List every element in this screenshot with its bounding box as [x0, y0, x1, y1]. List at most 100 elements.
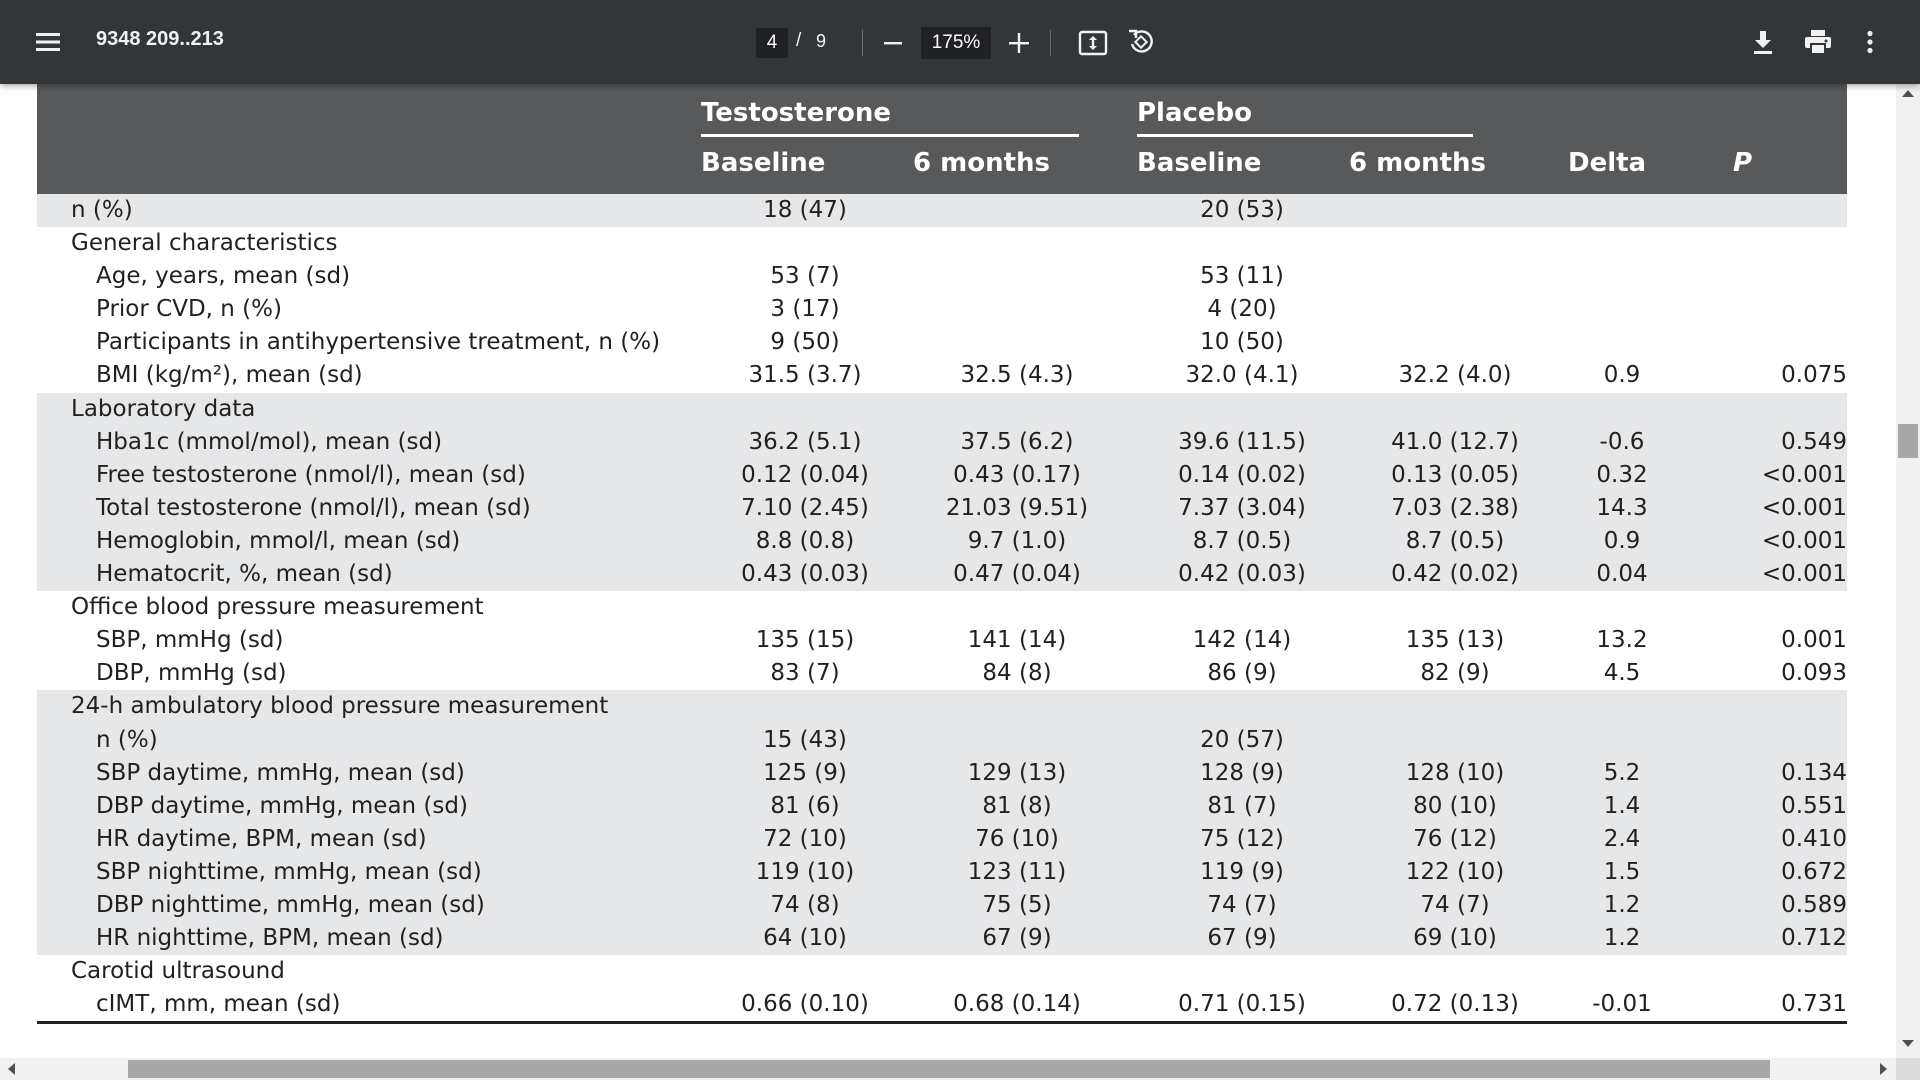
page-total: 9 [816, 31, 827, 51]
cell-placebo-baseline: 142 (14) [1192, 627, 1292, 654]
cell-placebo-baseline: 8.7 (0.5) [1192, 527, 1292, 554]
table-row: Hba1c (mmol/mol), mean (sd) 36.2 (5.1) 37.… [37, 425, 1847, 459]
row-label: HR daytime, BPM, mean (sd) [96, 825, 427, 852]
scroll-down-arrow-icon[interactable] [1902, 1040, 1914, 1047]
menu-icon[interactable] [30, 24, 66, 60]
print-icon[interactable] [1801, 26, 1835, 58]
cell-p-value: 0.551 [1781, 792, 1847, 819]
row-label: DBP daytime, mmHg, mean (sd) [96, 792, 468, 819]
cell-placebo-6-months: 7.03 (2.38) [1391, 494, 1519, 521]
cell-testosterone-baseline: 81 (6) [770, 792, 840, 819]
download-icon[interactable] [1748, 26, 1778, 58]
row-label: BMI (kg/m²), mean (sd) [96, 362, 363, 389]
cell-placebo-baseline: 10 (50) [1200, 329, 1284, 356]
header-underline [1137, 134, 1473, 137]
toolbar-divider [1050, 30, 1051, 56]
cell-placebo-baseline: 0.71 (0.15) [1178, 991, 1306, 1018]
row-label: Laboratory data [71, 395, 256, 422]
row-label: Hba1c (mmol/mol), mean (sd) [96, 428, 443, 455]
table-header: Testosterone Placebo Baseline 6 months B… [37, 84, 1847, 194]
row-label: n (%) [71, 197, 133, 223]
zoom-out-icon[interactable] [878, 28, 908, 58]
cell-delta: 1.2 [1603, 891, 1641, 918]
row-label: Office blood pressure measurement [71, 594, 484, 621]
cell-testosterone-6-months: 129 (13) [967, 759, 1067, 786]
scroll-right-arrow-icon[interactable] [1880, 1063, 1887, 1075]
scroll-up-arrow-icon[interactable] [1902, 90, 1914, 97]
cell-placebo-baseline: 0.42 (0.03) [1178, 561, 1306, 588]
horizontal-scroll-thumb[interactable] [128, 1060, 1770, 1078]
cell-testosterone-baseline: 53 (7) [770, 263, 840, 290]
table-row: DBP daytime, mmHg, mean (sd) 81 (6) 81 (8)… [37, 789, 1847, 823]
rotate-icon[interactable] [1124, 25, 1158, 59]
pdf-toolbar: 9348 209..213 4 / 9 175% [0, 0, 1920, 84]
cell-delta: 14.3 [1596, 494, 1648, 521]
table-row: SBP daytime, mmHg, mean (sd) 125 (9) 129 (… [37, 756, 1847, 790]
cell-testosterone-baseline: 135 (15) [755, 627, 855, 654]
cell-placebo-baseline: 86 (9) [1207, 660, 1277, 687]
table-row: Total testosterone (nmol/l), mean (sd) 7.… [37, 491, 1847, 525]
table-row: n (%) 18 (47) 20 (53) [37, 194, 1847, 228]
cell-placebo-baseline: 128 (9) [1200, 759, 1284, 786]
cell-placebo-baseline: 81 (7) [1207, 792, 1277, 819]
cell-p-value: 0.001 [1781, 627, 1847, 654]
cell-testosterone-baseline: 9 (50) [770, 329, 840, 356]
cell-delta: 1.5 [1603, 858, 1641, 885]
table-row: SBP nighttime, mmHg, mean (sd) 119 (10) 12… [37, 855, 1847, 889]
vertical-scroll-thumb[interactable] [1898, 424, 1918, 458]
cell-placebo-6-months: 80 (10) [1413, 792, 1497, 819]
table-row: DBP, mmHg (sd) 83 (7) 84 (8) 86 (9) 82 (9) 4.… [37, 657, 1847, 690]
page-number-input[interactable]: 4 [756, 28, 788, 58]
cell-placebo-baseline: 39.6 (11.5) [1178, 428, 1306, 455]
table-row: HR nighttime, BPM, mean (sd) 64 (10) 67 (9… [37, 922, 1847, 956]
document-viewport[interactable]: Testosterone Placebo Baseline 6 months B… [0, 84, 1896, 1058]
cell-placebo-baseline: 74 (7) [1207, 891, 1277, 918]
table-bottom-rule [37, 1021, 1847, 1025]
cell-testosterone-baseline: 83 (7) [770, 660, 840, 687]
row-label: DBP nighttime, mmHg, mean (sd) [96, 891, 485, 918]
row-label: Hematocrit, %, mean (sd) [96, 561, 393, 588]
cell-testosterone-baseline: 31.5 (3.7) [748, 362, 862, 389]
header-placebo: Placebo [1137, 98, 1253, 128]
cell-delta: 2.4 [1603, 825, 1641, 852]
table-row: Prior CVD, n (%) 3 (17) 4 (20) [37, 293, 1847, 326]
row-label: SBP nighttime, mmHg, mean (sd) [96, 858, 482, 885]
cell-p-value: 0.093 [1781, 660, 1847, 687]
row-label: Age, years, mean (sd) [96, 263, 351, 290]
cell-testosterone-6-months: 67 (9) [982, 925, 1052, 952]
cell-delta: 1.2 [1603, 925, 1641, 952]
scroll-left-arrow-icon[interactable] [8, 1063, 15, 1075]
cell-testosterone-6-months: 123 (11) [967, 858, 1067, 885]
cell-placebo-baseline: 119 (9) [1200, 858, 1284, 885]
zoom-in-icon[interactable] [1004, 28, 1034, 58]
cell-testosterone-baseline: 74 (8) [770, 891, 840, 918]
cell-testosterone-baseline: 72 (10) [763, 825, 847, 852]
zoom-level-input[interactable]: 175% [921, 27, 991, 59]
cell-p-value: 0.134 [1781, 759, 1847, 786]
cell-testosterone-6-months: 37.5 (6.2) [960, 428, 1074, 455]
more-vert-icon[interactable] [1860, 26, 1880, 58]
cell-delta: -0.6 [1599, 428, 1645, 455]
cell-testosterone-6-months: 141 (14) [967, 627, 1067, 654]
table-row: cIMT, mm, mean (sd) 0.66 (0.10) 0.68 (0.14… [37, 988, 1847, 1021]
cell-testosterone-6-months: 32.5 (4.3) [960, 362, 1074, 389]
cell-delta: 5.2 [1603, 759, 1641, 786]
table-row: Office blood pressure measurement [37, 591, 1847, 624]
cell-placebo-baseline: 7.37 (3.04) [1178, 494, 1306, 521]
row-label: 24-h ambulatory blood pressure measureme… [71, 693, 609, 720]
cell-testosterone-6-months: 84 (8) [982, 660, 1052, 687]
cell-placebo-baseline: 20 (57) [1200, 726, 1284, 753]
vertical-scrollbar[interactable] [1896, 84, 1920, 1058]
cell-placebo-6-months: 0.13 (0.05) [1391, 461, 1519, 488]
cell-testosterone-baseline: 36.2 (5.1) [748, 428, 862, 455]
cell-testosterone-baseline: 3 (17) [770, 296, 840, 323]
cell-testosterone-baseline: 15 (43) [763, 726, 847, 753]
scrollbar-corner [1896, 1058, 1920, 1080]
cell-placebo-6-months: 8.7 (0.5) [1405, 527, 1505, 554]
row-label: HR nighttime, BPM, mean (sd) [96, 925, 444, 952]
fit-page-icon[interactable] [1076, 26, 1110, 60]
cell-p-value: 0.549 [1781, 428, 1847, 455]
cell-testosterone-6-months: 81 (8) [982, 792, 1052, 819]
cell-testosterone-baseline: 0.12 (0.04) [741, 461, 869, 488]
table-row: General characteristics [37, 227, 1847, 260]
